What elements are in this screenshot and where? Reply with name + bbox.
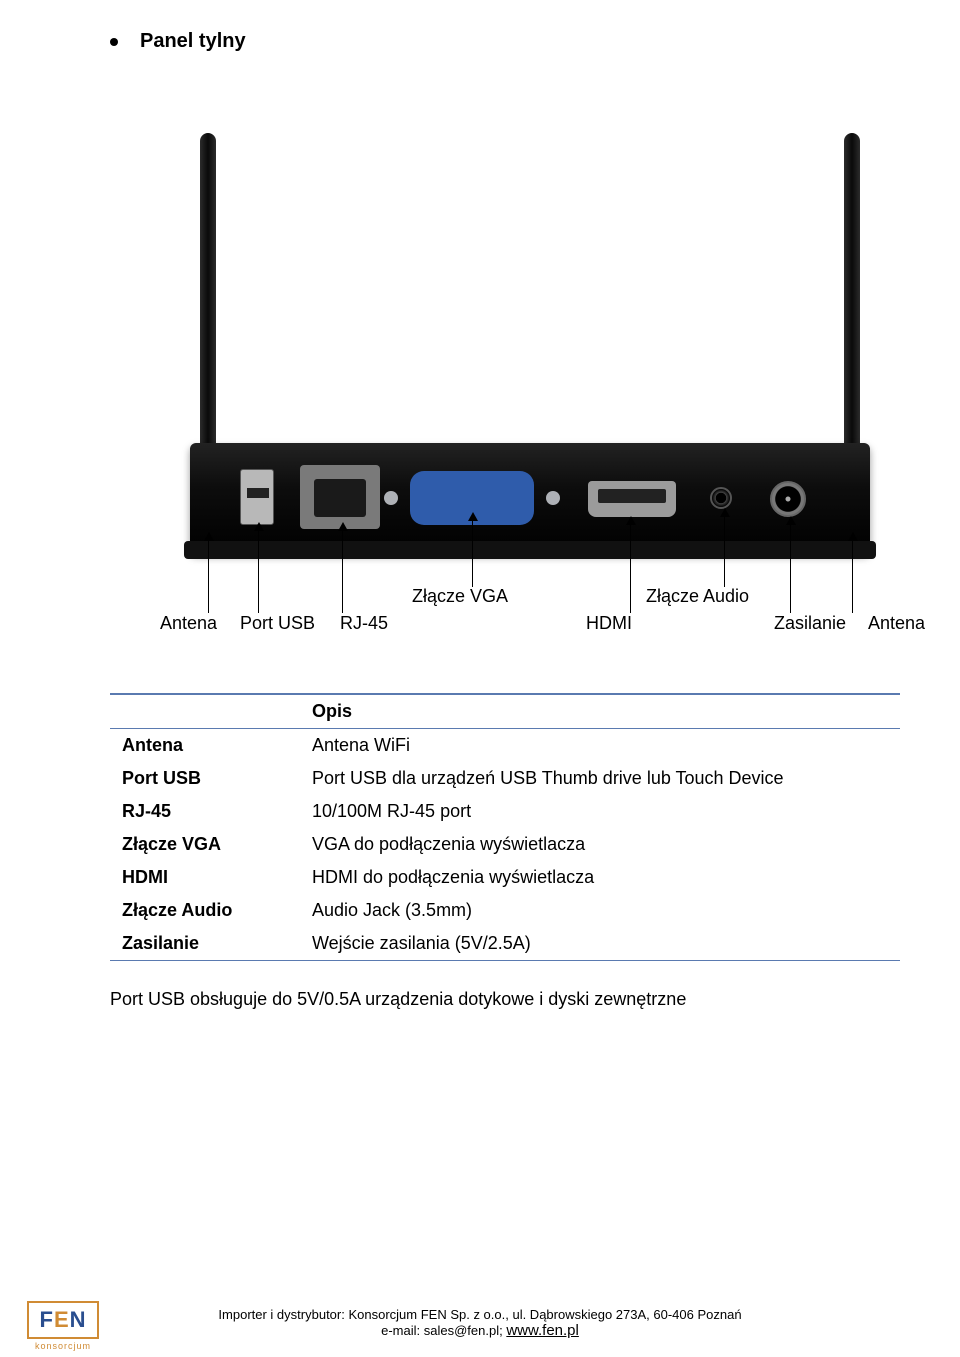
bullet-icon xyxy=(110,38,118,46)
table-header-row: Opis xyxy=(110,694,900,729)
table-cell-key: Złącze VGA xyxy=(110,828,300,861)
usb-port-icon xyxy=(240,469,274,525)
label-audio: Złącze Audio xyxy=(646,586,749,607)
rj45-port-icon xyxy=(300,465,380,529)
heading-text: Panel tylny xyxy=(140,30,246,53)
table-header-blank xyxy=(110,694,300,729)
table-cell-value: 10/100M RJ-45 port xyxy=(300,795,900,828)
table-cell-key: HDMI xyxy=(110,861,300,894)
table-row: ZasilanieWejście zasilania (5V/2.5A) xyxy=(110,927,900,961)
arrow-audio xyxy=(724,517,725,587)
arrow-rj45 xyxy=(342,531,343,613)
table-row: Złącze AudioAudio Jack (3.5mm) xyxy=(110,894,900,927)
table-cell-key: RJ-45 xyxy=(110,795,300,828)
table-cell-key: Port USB xyxy=(110,762,300,795)
arrow-antenna_right xyxy=(852,541,853,613)
table-row: AntenaAntena WiFi xyxy=(110,729,900,763)
table-cell-value: VGA do podłączenia wyświetlacza xyxy=(300,828,900,861)
table-cell-value: Antena WiFi xyxy=(300,729,900,763)
table-row: RJ-4510/100M RJ-45 port xyxy=(110,795,900,828)
table-cell-key: Zasilanie xyxy=(110,927,300,961)
arrow-vga xyxy=(472,521,473,587)
label-power: Zasilanie xyxy=(774,613,846,634)
footer-email: e-mail: sales@fen.pl; xyxy=(381,1323,506,1338)
table-cell-key: Antena xyxy=(110,729,300,763)
description-table: Opis AntenaAntena WiFiPort USBPort USB d… xyxy=(110,693,900,961)
table-cell-value: Wejście zasilania (5V/2.5A) xyxy=(300,927,900,961)
table-cell-value: HDMI do podłączenia wyświetlacza xyxy=(300,861,900,894)
power-jack-icon xyxy=(770,481,806,517)
table-cell-value: Audio Jack (3.5mm) xyxy=(300,894,900,927)
usb-note: Port USB obsługuje do 5V/0.5A urządzenia… xyxy=(110,989,890,1010)
table-cell-value: Port USB dla urządzeń USB Thumb drive lu… xyxy=(300,762,900,795)
hdmi-port-icon xyxy=(588,481,676,517)
audio-jack-icon xyxy=(710,487,732,509)
table-row: Port USBPort USB dla urządzeń USB Thumb … xyxy=(110,762,900,795)
label-rj45: RJ-45 xyxy=(340,613,388,634)
label-antenna-left: Antena xyxy=(160,613,217,634)
label-port-usb: Port USB xyxy=(240,613,315,634)
rear-panel-diagram: Antena Port USB RJ-45 Złącze VGA HDMI Zł… xyxy=(110,83,900,653)
arrow-hdmi xyxy=(630,525,631,613)
device-chassis xyxy=(190,443,870,553)
table-row: HDMIHDMI do podłączenia wyświetlacza xyxy=(110,861,900,894)
table-cell-key: Złącze Audio xyxy=(110,894,300,927)
label-antenna-right: Antena xyxy=(868,613,925,634)
logo-subtext: konsorcjum xyxy=(18,1341,108,1351)
arrow-port_usb xyxy=(258,531,259,613)
footer-link[interactable]: www.fen.pl xyxy=(506,1322,579,1339)
arrow-antenna_left xyxy=(208,541,209,613)
section-heading: Panel tylny xyxy=(110,30,890,53)
label-hdmi: HDMI xyxy=(586,613,632,634)
table-header-opis: Opis xyxy=(300,694,900,729)
page-footer: Importer i dystrybutor: Konsorcjum FEN S… xyxy=(0,1307,960,1339)
label-vga: Złącze VGA xyxy=(412,586,508,607)
table-row: Złącze VGAVGA do podłączenia wyświetlacz… xyxy=(110,828,900,861)
arrow-power xyxy=(790,525,791,613)
footer-line1: Importer i dystrybutor: Konsorcjum FEN S… xyxy=(218,1307,741,1322)
